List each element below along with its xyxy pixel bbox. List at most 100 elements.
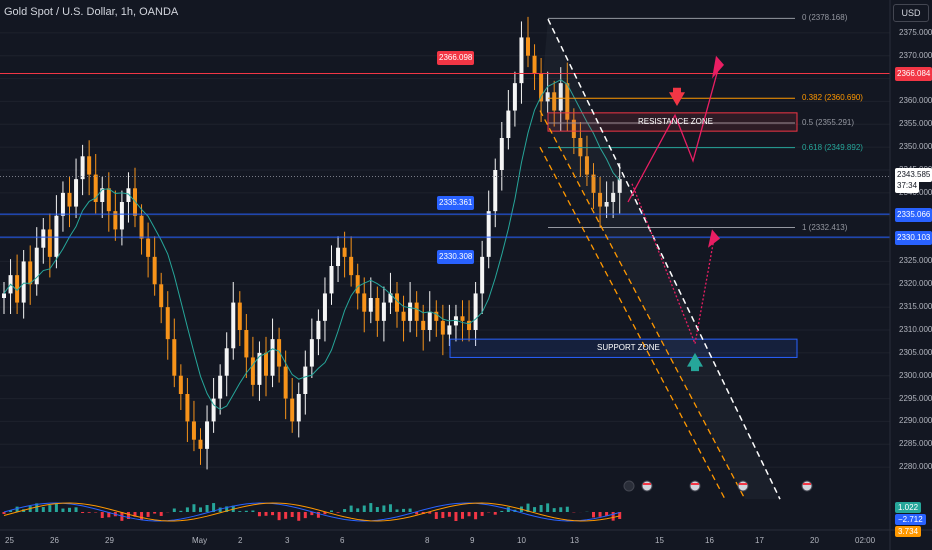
candle-body bbox=[421, 320, 426, 330]
y-tick-label: 2370.000 bbox=[899, 50, 932, 60]
macd-bar bbox=[271, 512, 275, 516]
y-tick-label: 2320.000 bbox=[899, 279, 932, 289]
candle-body bbox=[178, 375, 183, 394]
channel-upper-line bbox=[547, 18, 781, 500]
countdown-tag: 37:34 bbox=[895, 179, 920, 194]
candle-body bbox=[342, 247, 347, 257]
fib-level-label: 0.382 (2360.690) bbox=[802, 93, 863, 103]
candle-body bbox=[368, 298, 373, 312]
channel-lower-line bbox=[539, 146, 726, 500]
macd-bar bbox=[461, 512, 464, 519]
level-tag: 2366.098 bbox=[437, 51, 475, 65]
macd-bar bbox=[218, 507, 222, 512]
macd-bar bbox=[480, 512, 484, 516]
y-tick-label: 2295.000 bbox=[899, 393, 932, 403]
candle-body bbox=[277, 339, 282, 367]
candle-body bbox=[460, 316, 465, 321]
zone-label: SUPPORT ZONE bbox=[597, 343, 660, 353]
macd-bar bbox=[533, 507, 537, 512]
x-tick-label: 9 bbox=[470, 536, 475, 545]
candle-body bbox=[165, 307, 170, 340]
x-tick-label: 02:00 bbox=[855, 536, 876, 545]
candle-body bbox=[74, 179, 79, 207]
y-tick-label: 2285.000 bbox=[899, 439, 932, 449]
y-tick-label: 2280.000 bbox=[899, 462, 932, 472]
currency-button[interactable]: USD bbox=[893, 4, 929, 22]
candle-body bbox=[15, 275, 20, 303]
candle-body bbox=[100, 188, 105, 202]
candle-body bbox=[237, 302, 242, 330]
y-tick-label: 2310.000 bbox=[899, 325, 932, 334]
candle-body bbox=[250, 357, 255, 385]
candle-body bbox=[395, 293, 399, 312]
macd-bar bbox=[225, 506, 229, 512]
macd-bar bbox=[310, 512, 314, 516]
macd-bar bbox=[526, 503, 530, 512]
y-tick-label: 2290.000 bbox=[899, 416, 932, 426]
y-tick-label: 2325.000 bbox=[899, 256, 932, 266]
macd-bar bbox=[552, 508, 556, 512]
candle-body bbox=[506, 110, 511, 138]
macd-bar bbox=[290, 512, 294, 517]
bullish-projection-path bbox=[627, 69, 719, 203]
fib-level-label: 0 (2378.168) bbox=[802, 13, 848, 23]
candle-body bbox=[264, 352, 268, 376]
macd-bar bbox=[205, 505, 209, 512]
candle-body bbox=[329, 266, 334, 294]
candle-body bbox=[113, 211, 118, 230]
macd-bar bbox=[100, 512, 104, 519]
candle-body bbox=[146, 238, 151, 257]
candle-body bbox=[152, 256, 157, 285]
indicator-tag: 3.734 bbox=[895, 526, 922, 537]
zone-rect bbox=[547, 112, 798, 132]
x-tick-label: 3 bbox=[285, 536, 290, 545]
candle-body bbox=[545, 92, 550, 102]
alternate-projection-path bbox=[631, 183, 715, 347]
macd-bar bbox=[297, 512, 301, 521]
macd-bar bbox=[133, 512, 137, 517]
signal-line bbox=[3, 502, 620, 522]
flag-stripe-icon bbox=[691, 483, 699, 485]
macd-bar bbox=[434, 512, 438, 519]
candle-body bbox=[119, 202, 124, 230]
macd-bar bbox=[598, 512, 602, 517]
candle-body bbox=[244, 330, 249, 358]
flag-stripe-icon bbox=[643, 483, 651, 485]
fib-level-label: 0.5 (2355.291) bbox=[802, 117, 855, 127]
price-scale-tag: 2366.084 bbox=[895, 66, 932, 81]
macd-bar bbox=[54, 503, 58, 512]
candle-body bbox=[231, 302, 236, 349]
candle-body bbox=[526, 37, 530, 56]
macd-line bbox=[3, 502, 620, 522]
sell-arrow-icon bbox=[669, 87, 685, 106]
indicator-tag: −2.712 bbox=[895, 514, 926, 525]
x-tick-label: 17 bbox=[755, 536, 764, 545]
macd-bar bbox=[28, 506, 32, 512]
macd-bar bbox=[212, 503, 216, 512]
macd-bar bbox=[441, 512, 445, 519]
candle-body bbox=[67, 192, 72, 207]
overlays bbox=[0, 17, 890, 500]
candle-body bbox=[87, 156, 92, 175]
candle-body bbox=[591, 174, 596, 193]
candle-body bbox=[316, 320, 321, 340]
arrow-head-up bbox=[712, 55, 724, 79]
candle-body bbox=[191, 421, 196, 440]
level-tag: 2330.308 bbox=[437, 250, 475, 264]
x-tick-label: 26 bbox=[50, 536, 59, 545]
macd-bar bbox=[349, 505, 353, 512]
channel-fill bbox=[540, 19, 780, 500]
macd-bar bbox=[2, 512, 6, 514]
candle-body bbox=[499, 138, 504, 170]
x-tick-label: 13 bbox=[570, 536, 579, 545]
candle-body bbox=[106, 188, 111, 212]
candle-body bbox=[185, 394, 190, 422]
macd-bar bbox=[592, 512, 595, 518]
macd-bar bbox=[611, 512, 615, 521]
economic-event-icon bbox=[623, 480, 635, 492]
candle-body bbox=[47, 229, 52, 257]
macd-bar bbox=[257, 512, 261, 517]
candle-body bbox=[571, 119, 576, 138]
candle-body bbox=[388, 293, 393, 303]
